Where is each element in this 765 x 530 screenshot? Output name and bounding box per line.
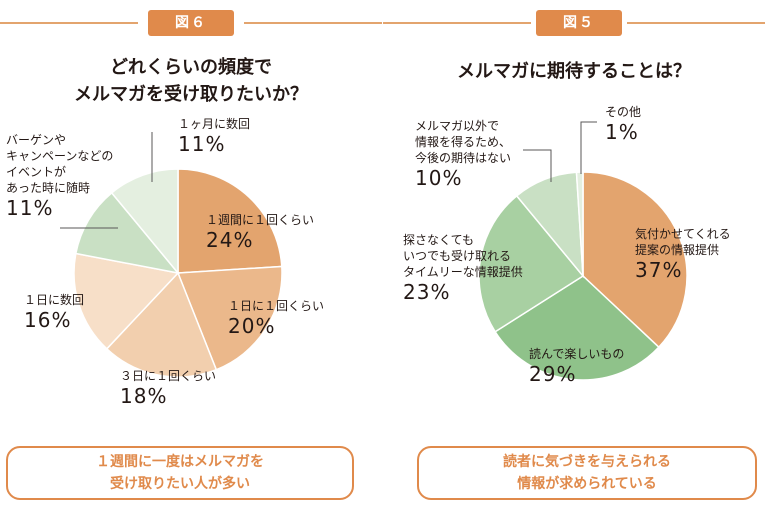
pie-chart	[478, 121, 688, 381]
slice-label: １週間に１回くらい 24%	[206, 212, 314, 252]
slice-label-text: １ヶ月に数回	[178, 117, 251, 131]
slice-label: その他 1%	[605, 104, 641, 144]
slice-label: 気付かせてくれる 提案の情報提供 37%	[635, 226, 731, 282]
slice-label-text: １日に１回くらい	[228, 299, 325, 313]
slice-label-text: あった時に随時	[6, 181, 91, 195]
slice-percent: 11%	[6, 196, 54, 220]
pie-slice	[177, 168, 283, 274]
slice-label-text: いつでも受け取れる	[403, 249, 512, 263]
slice-percent: 37%	[635, 258, 683, 282]
slice-label-text: 提案の情報提供	[635, 243, 720, 257]
slice-label-text: その他	[605, 105, 642, 119]
slice-label-text: バーゲンや	[6, 133, 67, 147]
slice-percent: 29%	[529, 362, 577, 386]
slice-label-text: タイムリーな情報提供	[403, 265, 523, 279]
slice-label-text: キャンペーンなどの	[6, 149, 114, 163]
tag-rule-right	[244, 22, 382, 24]
summary-callout: １週間に一度はメルマガを 受け取りたい人が多い	[6, 446, 354, 500]
slice-label-text: １週間に１回くらい	[206, 213, 315, 227]
summary-callout: 読者に気づきを与えられる 情報が求められている	[417, 446, 757, 500]
leader-line	[580, 121, 597, 174]
slice-label-text: １日に数回	[24, 293, 85, 307]
pie-slice	[105, 271, 218, 378]
slice-label-text: 今後の期待はない	[415, 151, 512, 165]
slice-label-text: 気付かせてくれる	[635, 227, 731, 241]
slice-label-text: メルマガ以外で	[415, 119, 500, 133]
slice-label: メルマガ以外で 情報を得るため、 今後の期待はない 10%	[415, 118, 511, 190]
pie-slice	[110, 168, 179, 276]
pie-slice	[575, 171, 584, 277]
chart-title-line: どれくらいの頻度で	[110, 57, 272, 78]
slice-label-text: ３日に１回くらい	[120, 369, 217, 383]
leader-line	[523, 149, 552, 182]
chart-panel-frequency: 図６ どれくらいの頻度で メルマガを受け取りたいか？ １ヶ月に数回 11% バー…	[0, 0, 382, 530]
slice-label: 探さなくても いつでも受け取れる タイムリーな情報提供 23%	[403, 232, 523, 304]
pie-slice	[582, 171, 688, 349]
chart-title-line: メルマガを受け取りたいか？	[74, 84, 308, 105]
figure-tag-row: 図５	[383, 10, 765, 36]
slice-percent: 18%	[120, 384, 168, 408]
slice-label: １日に数回 16%	[24, 292, 84, 332]
slice-percent: 24%	[206, 228, 254, 252]
tag-rule-left	[0, 22, 138, 24]
pie-slice	[176, 265, 283, 371]
slice-label: バーゲンや キャンペーンなどの イベントが あった時に随時 11%	[6, 132, 113, 220]
slice-percent: 20%	[228, 314, 276, 338]
pie-slice	[74, 191, 180, 275]
figure-tag-row: 図６	[0, 10, 382, 36]
chart-panel-expectation: 図５ メルマガに期待することは？ その他 1% メルマガ以外で 情報を得るため、…	[383, 0, 765, 530]
pie-chart	[60, 132, 283, 378]
tag-rule-right	[627, 22, 765, 24]
pie-slice	[478, 194, 585, 333]
pie-slice	[494, 275, 660, 381]
slice-label: ３日に１回くらい 18%	[120, 368, 216, 408]
slice-percent: 23%	[403, 280, 451, 304]
slice-percent: 16%	[24, 308, 72, 332]
chart-title: メルマガに期待することは？	[383, 58, 765, 85]
pie-slice	[73, 252, 180, 350]
figure-tag: 図５	[536, 10, 622, 36]
figure-tag: 図６	[148, 10, 234, 36]
slice-label: 読んで楽しいもの 29%	[529, 346, 624, 386]
slice-percent: 11%	[178, 132, 226, 156]
slice-label: １日に１回くらい 20%	[228, 298, 324, 338]
callout-line: １週間に一度はメルマガを	[96, 454, 264, 470]
slice-label-text: イベントが	[6, 165, 67, 179]
slice-label-text: 情報を得るため、	[415, 135, 512, 149]
chart-title-line: メルマガに期待することは？	[457, 61, 691, 82]
slice-label-text: 探さなくても	[403, 233, 475, 247]
tag-rule-left	[383, 22, 531, 24]
callout-line: 読者に気づきを与えられる	[503, 454, 671, 470]
slice-percent: 10%	[415, 166, 463, 190]
slice-percent: 1%	[605, 120, 639, 144]
callout-line: 受け取りたい人が多い	[110, 476, 250, 492]
slice-label-text: 読んで楽しいもの	[529, 347, 625, 361]
slice-label: １ヶ月に数回 11%	[178, 116, 250, 156]
callout-line: 情報が求められている	[517, 476, 657, 492]
chart-title: どれくらいの頻度で メルマガを受け取りたいか？	[0, 54, 382, 108]
